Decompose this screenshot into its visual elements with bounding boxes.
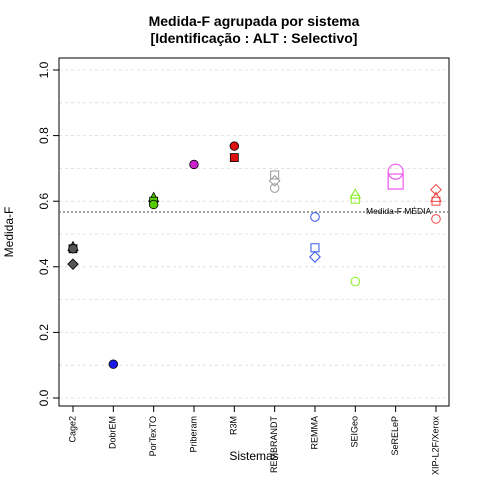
x-tick-label: R3M [229,416,239,435]
reference-line-label: Medida-F MÉDIA [366,206,432,216]
y-tick-label: 0.0 [37,389,51,406]
y-tick-label: 0.8 [37,127,51,144]
data-point-diamond [430,183,442,196]
y-tick-label: 0.4 [37,258,51,275]
data-point-square [350,194,360,204]
data-point-circle [431,214,441,224]
data-point-circle [229,141,240,151]
data-point-square [431,196,441,206]
x-tick-label: DobrEM [108,416,118,449]
x-tick-label: Cage2 [67,416,77,443]
x-tick-label: PorTexTO [148,416,158,456]
data-point-square [270,170,280,180]
data-point-circle [108,359,119,369]
data-point-circle [148,199,159,210]
plot-frame [58,57,450,407]
y-axis-label: Medida-F [2,207,16,258]
x-tick-label: REMBRANDT [269,416,279,474]
chart-title-line2: [Identificação : ALT : Selectivo] [151,30,358,46]
x-tick-label: SeRELeP [390,416,400,456]
data-point-circle [310,212,320,222]
reference-line-group: Medida-F MÉDIA [59,206,449,216]
data-point-triangle [349,188,362,199]
y-axis: 0.0 0.2 0.4 0.6 0.8 1.0 [37,61,59,406]
y-tick-label: 0.6 [37,193,51,210]
data-points [67,141,442,369]
chart-title-line1: Medida-F agrupada por sistema [149,13,360,29]
data-point-square [310,243,320,253]
grid-lines [59,69,449,399]
data-point-circle [269,183,280,193]
x-axis: Cage2 DobrEM PorTexTO Priberam R3M REMBRANDT R… [67,406,440,475]
x-axis-label: Sistemas [229,449,278,463]
data-point-circle [189,159,199,170]
y-tick-label: 1.0 [37,61,51,78]
data-point-circle [68,244,78,254]
data-point-diamond [67,258,79,270]
data-point-circle [387,163,404,180]
data-point-square [229,153,239,162]
data-point-square [387,173,404,190]
data-point-circle [350,276,361,287]
y-tick-label: 0.2 [37,324,51,341]
x-tick-label: SEIGeo [350,416,360,448]
x-tick-label: REMMA [309,416,319,450]
data-point-diamond [268,174,281,187]
data-point-diamond [309,251,321,263]
x-tick-label: XIP-L2F/Xerox [430,416,440,476]
x-tick-label: Priberam [188,416,198,453]
